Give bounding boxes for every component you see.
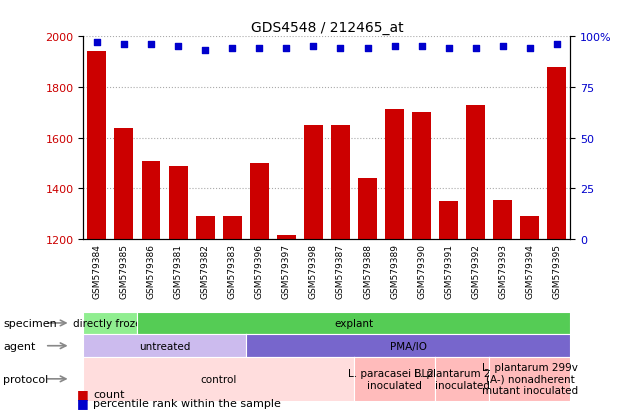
Point — [227, 46, 237, 52]
Bar — [222, 217, 242, 413]
Text: GSM579388: GSM579388 — [363, 243, 372, 298]
Text: protocol: protocol — [3, 374, 49, 384]
Text: GSM579398: GSM579398 — [309, 243, 318, 298]
Point — [552, 42, 562, 49]
Text: GSM579386: GSM579386 — [147, 243, 156, 298]
Point — [146, 42, 156, 49]
Text: GSM579385: GSM579385 — [119, 243, 128, 298]
Text: GSM579392: GSM579392 — [471, 243, 480, 298]
Bar — [250, 164, 269, 413]
Bar — [196, 217, 215, 413]
Text: GSM579382: GSM579382 — [201, 243, 210, 298]
Text: GSM579383: GSM579383 — [228, 243, 237, 298]
Bar — [358, 179, 377, 413]
Point — [308, 44, 319, 50]
Text: control: control — [201, 374, 237, 384]
Bar — [520, 217, 539, 413]
Bar — [547, 67, 567, 413]
Point — [470, 46, 481, 52]
Point — [92, 40, 102, 47]
Text: explant: explant — [335, 318, 374, 328]
Text: ■: ■ — [77, 387, 88, 400]
Point — [173, 44, 183, 50]
Text: percentile rank within the sample: percentile rank within the sample — [93, 398, 281, 408]
Text: L. paracasei BL23
inoculated: L. paracasei BL23 inoculated — [348, 368, 441, 390]
Text: GSM579393: GSM579393 — [498, 243, 507, 298]
Point — [362, 46, 372, 52]
Text: GSM579389: GSM579389 — [390, 243, 399, 298]
Point — [525, 46, 535, 52]
Bar — [466, 105, 485, 413]
Point — [200, 48, 210, 55]
Text: GSM579391: GSM579391 — [444, 243, 453, 298]
Bar — [494, 200, 512, 413]
Text: GSM579381: GSM579381 — [174, 243, 183, 298]
Title: GDS4548 / 212465_at: GDS4548 / 212465_at — [251, 21, 403, 35]
Text: L. plantarum 299v
(A-) nonadherent
mutant inoculated: L. plantarum 299v (A-) nonadherent mutan… — [482, 362, 578, 396]
Text: specimen: specimen — [3, 318, 57, 328]
Text: PMA/IO: PMA/IO — [390, 341, 427, 351]
Bar — [385, 109, 404, 413]
Bar — [304, 126, 323, 413]
Text: count: count — [93, 389, 124, 399]
Text: L. plantarum 299v
inoculated: L. plantarum 299v inoculated — [414, 368, 510, 390]
Bar — [115, 128, 133, 413]
Text: GSM579396: GSM579396 — [254, 243, 263, 298]
Point — [119, 42, 129, 49]
Text: untreated: untreated — [139, 341, 190, 351]
Bar — [412, 113, 431, 413]
Bar — [87, 52, 106, 413]
Text: GSM579384: GSM579384 — [92, 243, 101, 298]
Text: GSM579395: GSM579395 — [553, 243, 562, 298]
Bar — [439, 202, 458, 413]
Bar — [169, 166, 188, 413]
Point — [417, 44, 427, 50]
Text: agent: agent — [3, 341, 36, 351]
Point — [444, 46, 454, 52]
Text: GSM579394: GSM579394 — [526, 243, 535, 298]
Bar — [331, 126, 350, 413]
Point — [497, 44, 508, 50]
Point — [254, 46, 264, 52]
Text: directly frozen: directly frozen — [73, 318, 148, 328]
Bar — [277, 236, 296, 413]
Text: ■: ■ — [77, 396, 88, 409]
Text: GSM579397: GSM579397 — [282, 243, 291, 298]
Text: GSM579390: GSM579390 — [417, 243, 426, 298]
Text: GSM579387: GSM579387 — [336, 243, 345, 298]
Point — [281, 46, 292, 52]
Point — [390, 44, 400, 50]
Bar — [142, 161, 160, 413]
Point — [335, 46, 345, 52]
